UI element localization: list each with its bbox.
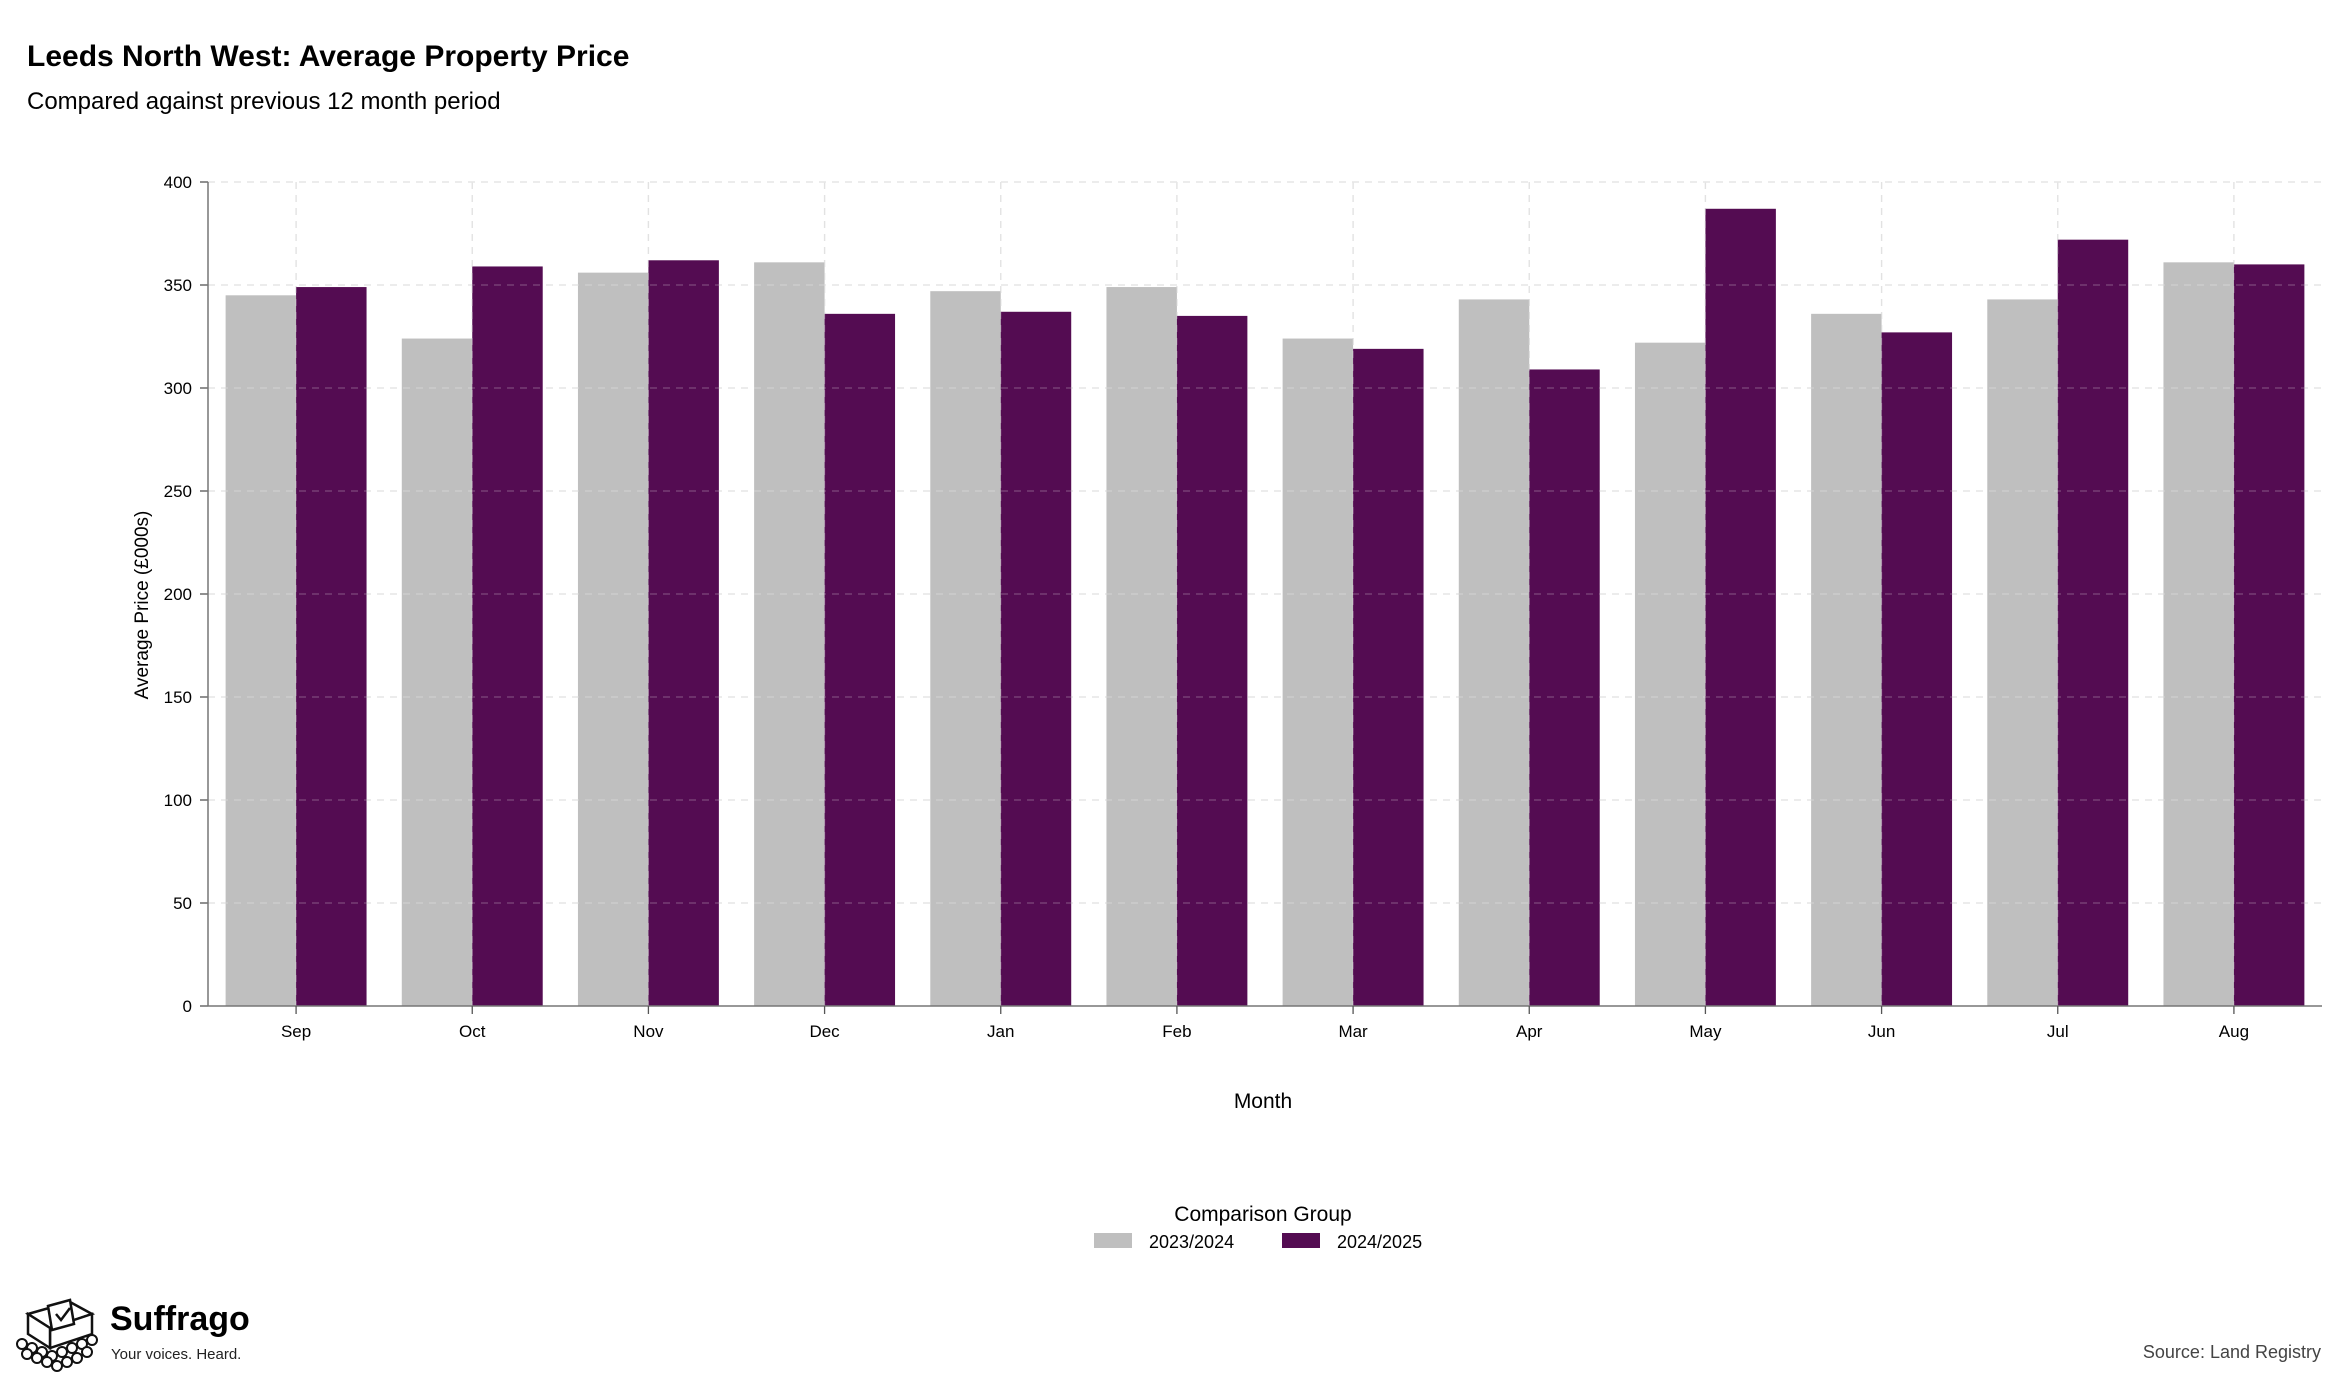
y-tick-label: 150 xyxy=(164,688,192,707)
y-tick-label: 350 xyxy=(164,276,192,295)
y-tick-label: 50 xyxy=(173,894,192,913)
bar-current-jun xyxy=(1881,332,1953,1006)
bar-current-aug xyxy=(2233,264,2305,1006)
bar-current-jan xyxy=(1000,311,1072,1006)
brand-name: Suffrago xyxy=(110,1300,250,1338)
x-tick-label: Jan xyxy=(987,1022,1014,1041)
legend-swatch xyxy=(1282,1233,1320,1248)
chart-subtitle: Compared against previous 12 month perio… xyxy=(27,88,501,115)
x-axis-title: Month xyxy=(1234,1090,1292,1113)
legend-label: 2023/2024 xyxy=(1149,1232,1234,1252)
y-tick-label: 100 xyxy=(164,791,192,810)
bar-previous-nov xyxy=(577,272,649,1006)
bar-previous-jan xyxy=(930,291,1001,1006)
bar-current-sep xyxy=(296,287,367,1006)
legend-title: Comparison Group xyxy=(1174,1203,1351,1226)
x-tick-label: Oct xyxy=(459,1022,486,1041)
bar-current-feb xyxy=(1176,315,1248,1006)
x-tick-label: Sep xyxy=(281,1022,311,1041)
bar-previous-apr xyxy=(1458,299,1530,1006)
y-tick-label: 400 xyxy=(164,173,192,192)
x-tick-label: Feb xyxy=(1162,1022,1191,1041)
bar-previous-jun xyxy=(1811,313,1882,1007)
y-tick-label: 250 xyxy=(164,482,192,501)
bar-current-apr xyxy=(1529,369,1600,1007)
bar-current-nov xyxy=(648,260,719,1006)
bars xyxy=(208,181,2322,1007)
x-tick-label: Aug xyxy=(2219,1022,2249,1041)
axes: 0 50 100 150 200 250 300 350 400 Sep Oct Nov Dec Jan F… xyxy=(164,173,2322,1041)
legend: Comparison Group 2023/2024 2024/2025 xyxy=(1094,1203,1422,1252)
bar-previous-jul xyxy=(1987,299,2058,1006)
x-tick-label: May xyxy=(1689,1022,1722,1041)
y-tick-label: 200 xyxy=(164,585,192,604)
bar-current-may xyxy=(1705,208,1776,1006)
x-tick-label: Jul xyxy=(2047,1022,2069,1041)
legend-swatch xyxy=(1094,1233,1132,1248)
y-axis-title: Average Price (£000s) xyxy=(132,511,153,700)
source-note: Source: Land Registry xyxy=(2142,1342,2321,1362)
x-tick-label: Jun xyxy=(1868,1022,1895,1041)
y-tick-label: 0 xyxy=(183,997,192,1016)
brand-logo xyxy=(14,1294,274,1374)
ballot-box-icon xyxy=(16,1298,98,1372)
bar-chart: 0 50 100 150 200 250 300 350 400 Sep Oct Nov Dec Jan F… xyxy=(132,173,2322,1252)
x-tick-label: Apr xyxy=(1516,1022,1543,1041)
bar-current-dec xyxy=(824,313,896,1007)
y-tick-label: 300 xyxy=(164,379,192,398)
x-tick-label: Nov xyxy=(633,1022,664,1041)
brand-tagline: Your voices. Heard. xyxy=(111,1346,242,1363)
bar-current-oct xyxy=(472,266,543,1007)
bar-previous-mar xyxy=(1282,338,1354,1006)
bar-previous-oct xyxy=(401,338,473,1006)
legend-label: 2024/2025 xyxy=(1337,1232,1422,1252)
bar-previous-feb xyxy=(1106,287,1177,1006)
x-tick-label: Dec xyxy=(809,1022,840,1041)
bar-previous-dec xyxy=(754,262,825,1007)
bar-current-mar xyxy=(1353,348,1424,1006)
bar-previous-sep xyxy=(225,295,297,1006)
bar-previous-aug xyxy=(2163,262,2234,1007)
bar-current-jul xyxy=(2057,239,2129,1006)
chart-title: Leeds North West: Average Property Price xyxy=(27,40,630,73)
bar-previous-may xyxy=(1634,342,1706,1006)
x-tick-label: Mar xyxy=(1338,1022,1368,1041)
gridlines xyxy=(208,181,2322,1006)
